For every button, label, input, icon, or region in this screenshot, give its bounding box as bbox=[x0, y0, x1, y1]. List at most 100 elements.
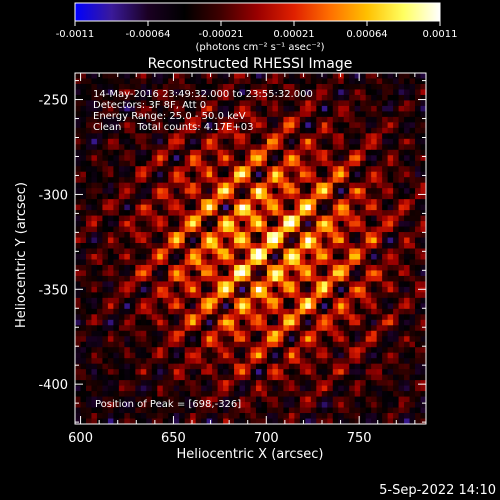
heatmap-cell bbox=[96, 105, 103, 112]
heatmap-cell bbox=[365, 352, 372, 359]
heatmap-cell bbox=[294, 297, 301, 304]
heatmap-cell bbox=[135, 264, 142, 271]
heatmap-cell bbox=[316, 127, 323, 134]
heatmap-cell bbox=[382, 144, 389, 151]
heatmap-cell bbox=[327, 259, 334, 266]
heatmap-cell bbox=[157, 182, 164, 189]
heatmap-cell bbox=[250, 221, 257, 227]
heatmap-cell bbox=[277, 270, 284, 277]
heatmap-cell bbox=[85, 111, 92, 118]
heatmap-cell bbox=[168, 413, 175, 419]
heatmap-cell bbox=[239, 177, 246, 184]
heatmap-cell bbox=[228, 133, 235, 140]
heatmap-cell bbox=[102, 292, 109, 299]
heatmap-cell bbox=[118, 177, 125, 184]
colorbar-tick-4: 0.00064 bbox=[346, 29, 387, 40]
heatmap-cell bbox=[299, 127, 306, 134]
heatmap-cell bbox=[91, 292, 98, 299]
heatmap-cell bbox=[338, 171, 345, 178]
heatmap-cell bbox=[124, 243, 131, 249]
heatmap-cell bbox=[239, 122, 246, 129]
heatmap-cell bbox=[107, 303, 114, 310]
heatmap-cell bbox=[80, 221, 87, 227]
heatmap-cell bbox=[91, 193, 98, 200]
heatmap-cell bbox=[261, 319, 268, 326]
heatmap-cell bbox=[245, 374, 251, 381]
heatmap-cell bbox=[195, 286, 202, 293]
heatmap-cell bbox=[299, 308, 306, 315]
heatmap-cell bbox=[338, 177, 345, 184]
heatmap-cell bbox=[173, 226, 180, 233]
heatmap-cell bbox=[228, 319, 235, 326]
heatmap-cell bbox=[75, 369, 81, 376]
heatmap-cell bbox=[206, 232, 213, 238]
heatmap-cell bbox=[118, 303, 125, 310]
heatmap-cell bbox=[365, 166, 372, 173]
heatmap-cell bbox=[316, 248, 323, 255]
heatmap-cell bbox=[135, 243, 142, 249]
heatmap-cell bbox=[261, 253, 268, 260]
heatmap-cell bbox=[75, 166, 81, 173]
heatmap-cell bbox=[272, 363, 279, 370]
heatmap-cell bbox=[255, 182, 262, 189]
heatmap-cell bbox=[338, 199, 345, 206]
heatmap-cell bbox=[272, 73, 279, 79]
heatmap-cell bbox=[305, 319, 312, 326]
heatmap-cell bbox=[365, 127, 372, 134]
heatmap-cell bbox=[398, 89, 405, 96]
heatmap-cell bbox=[365, 286, 372, 293]
heatmap-cell bbox=[360, 193, 367, 200]
heatmap-cell bbox=[343, 199, 350, 206]
heatmap-cell bbox=[91, 221, 98, 227]
heatmap-cell bbox=[305, 73, 312, 79]
heatmap-cell bbox=[310, 308, 317, 315]
heatmap-cell bbox=[151, 83, 158, 90]
heatmap-cell bbox=[261, 78, 268, 85]
heatmap-cell bbox=[387, 193, 394, 200]
heatmap-cell bbox=[151, 248, 158, 255]
heatmap-cell bbox=[277, 275, 284, 282]
heatmap-cell bbox=[201, 396, 208, 403]
heatmap-cell bbox=[168, 188, 175, 195]
heatmap-cell bbox=[349, 264, 356, 271]
heatmap-cell bbox=[365, 253, 372, 260]
heatmap-cell bbox=[321, 396, 328, 403]
heatmap-cell bbox=[332, 297, 339, 304]
heatmap-cell bbox=[118, 407, 125, 414]
heatmap-cell bbox=[294, 325, 301, 332]
heatmap-cell bbox=[173, 330, 180, 337]
heatmap-cell bbox=[179, 347, 186, 354]
heatmap-cell bbox=[409, 248, 416, 255]
heatmap-cell bbox=[288, 253, 295, 260]
heatmap-cell bbox=[75, 347, 81, 354]
heatmap-cell bbox=[173, 319, 180, 326]
heatmap-cell bbox=[113, 204, 120, 211]
heatmap-cell bbox=[206, 199, 213, 206]
heatmap-cell bbox=[277, 325, 284, 332]
heatmap-cell bbox=[393, 210, 399, 216]
heatmap-cell bbox=[179, 73, 186, 79]
heatmap-cell bbox=[190, 122, 197, 129]
heatmap-cell bbox=[102, 100, 109, 107]
heatmap-cell bbox=[343, 308, 350, 315]
heatmap-cell bbox=[371, 221, 378, 227]
heatmap-cell bbox=[382, 418, 389, 424]
heatmap-cell bbox=[250, 352, 257, 359]
heatmap-cell bbox=[91, 281, 98, 288]
heatmap-cell bbox=[223, 413, 229, 419]
heatmap-cell bbox=[212, 182, 218, 189]
heatmap-cell bbox=[206, 122, 213, 129]
heatmap-cell bbox=[272, 418, 279, 424]
heatmap-cell bbox=[135, 319, 142, 326]
heatmap-cell bbox=[354, 369, 361, 376]
heatmap-cell bbox=[168, 160, 175, 167]
heatmap-cell bbox=[288, 347, 295, 354]
heatmap-cell bbox=[151, 226, 158, 233]
heatmap-cell bbox=[387, 418, 394, 424]
heatmap-cell bbox=[190, 308, 197, 315]
heatmap-cell bbox=[283, 314, 290, 321]
heatmap-cell bbox=[283, 155, 290, 162]
heatmap-cell bbox=[113, 177, 120, 184]
heatmap-cell bbox=[228, 281, 235, 288]
heatmap-cell bbox=[382, 292, 389, 299]
